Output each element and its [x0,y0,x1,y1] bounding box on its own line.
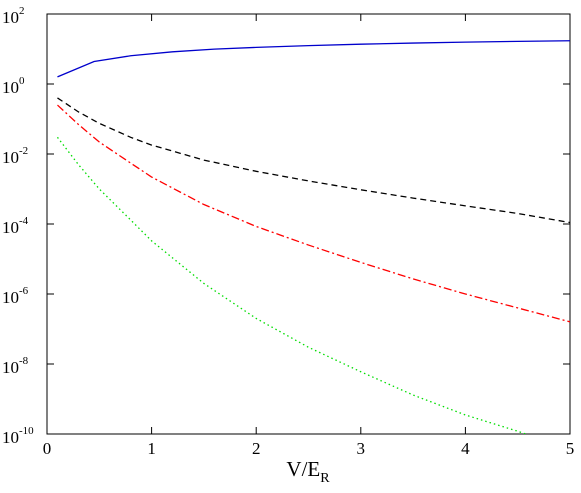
y-tick-label: 10-4 [2,215,29,237]
series-line-4 [56,136,528,434]
x-tick-label: 0 [43,439,52,458]
x-tick-label: 2 [252,439,261,458]
plot-area [46,13,571,435]
x-tick-label: 5 [566,439,575,458]
tick-layer [46,13,571,435]
x-tick-label: 1 [147,439,156,458]
x-tick-labels: 0 1 2 3 4 5 [43,439,575,458]
y-tick-label: 102 [2,5,25,27]
y-tick-label: 10-10 [2,425,34,447]
series-line-1 [57,40,570,78]
y-tick-labels: 102 100 10-2 10-4 10-6 10-8 10-10 [2,5,34,447]
y-tick-label: 10-2 [2,145,28,167]
y-tick-label: 10-6 [2,285,29,307]
series-line-2 [57,97,570,224]
series-line-3 [57,104,570,323]
x-tick-label: 4 [461,439,470,458]
series-layer [56,40,570,434]
x-tick-label: 3 [357,439,366,458]
y-tick-label: 100 [2,75,25,97]
x-axis-label: V/ER [286,457,330,486]
y-tick-label: 10-8 [2,355,29,377]
